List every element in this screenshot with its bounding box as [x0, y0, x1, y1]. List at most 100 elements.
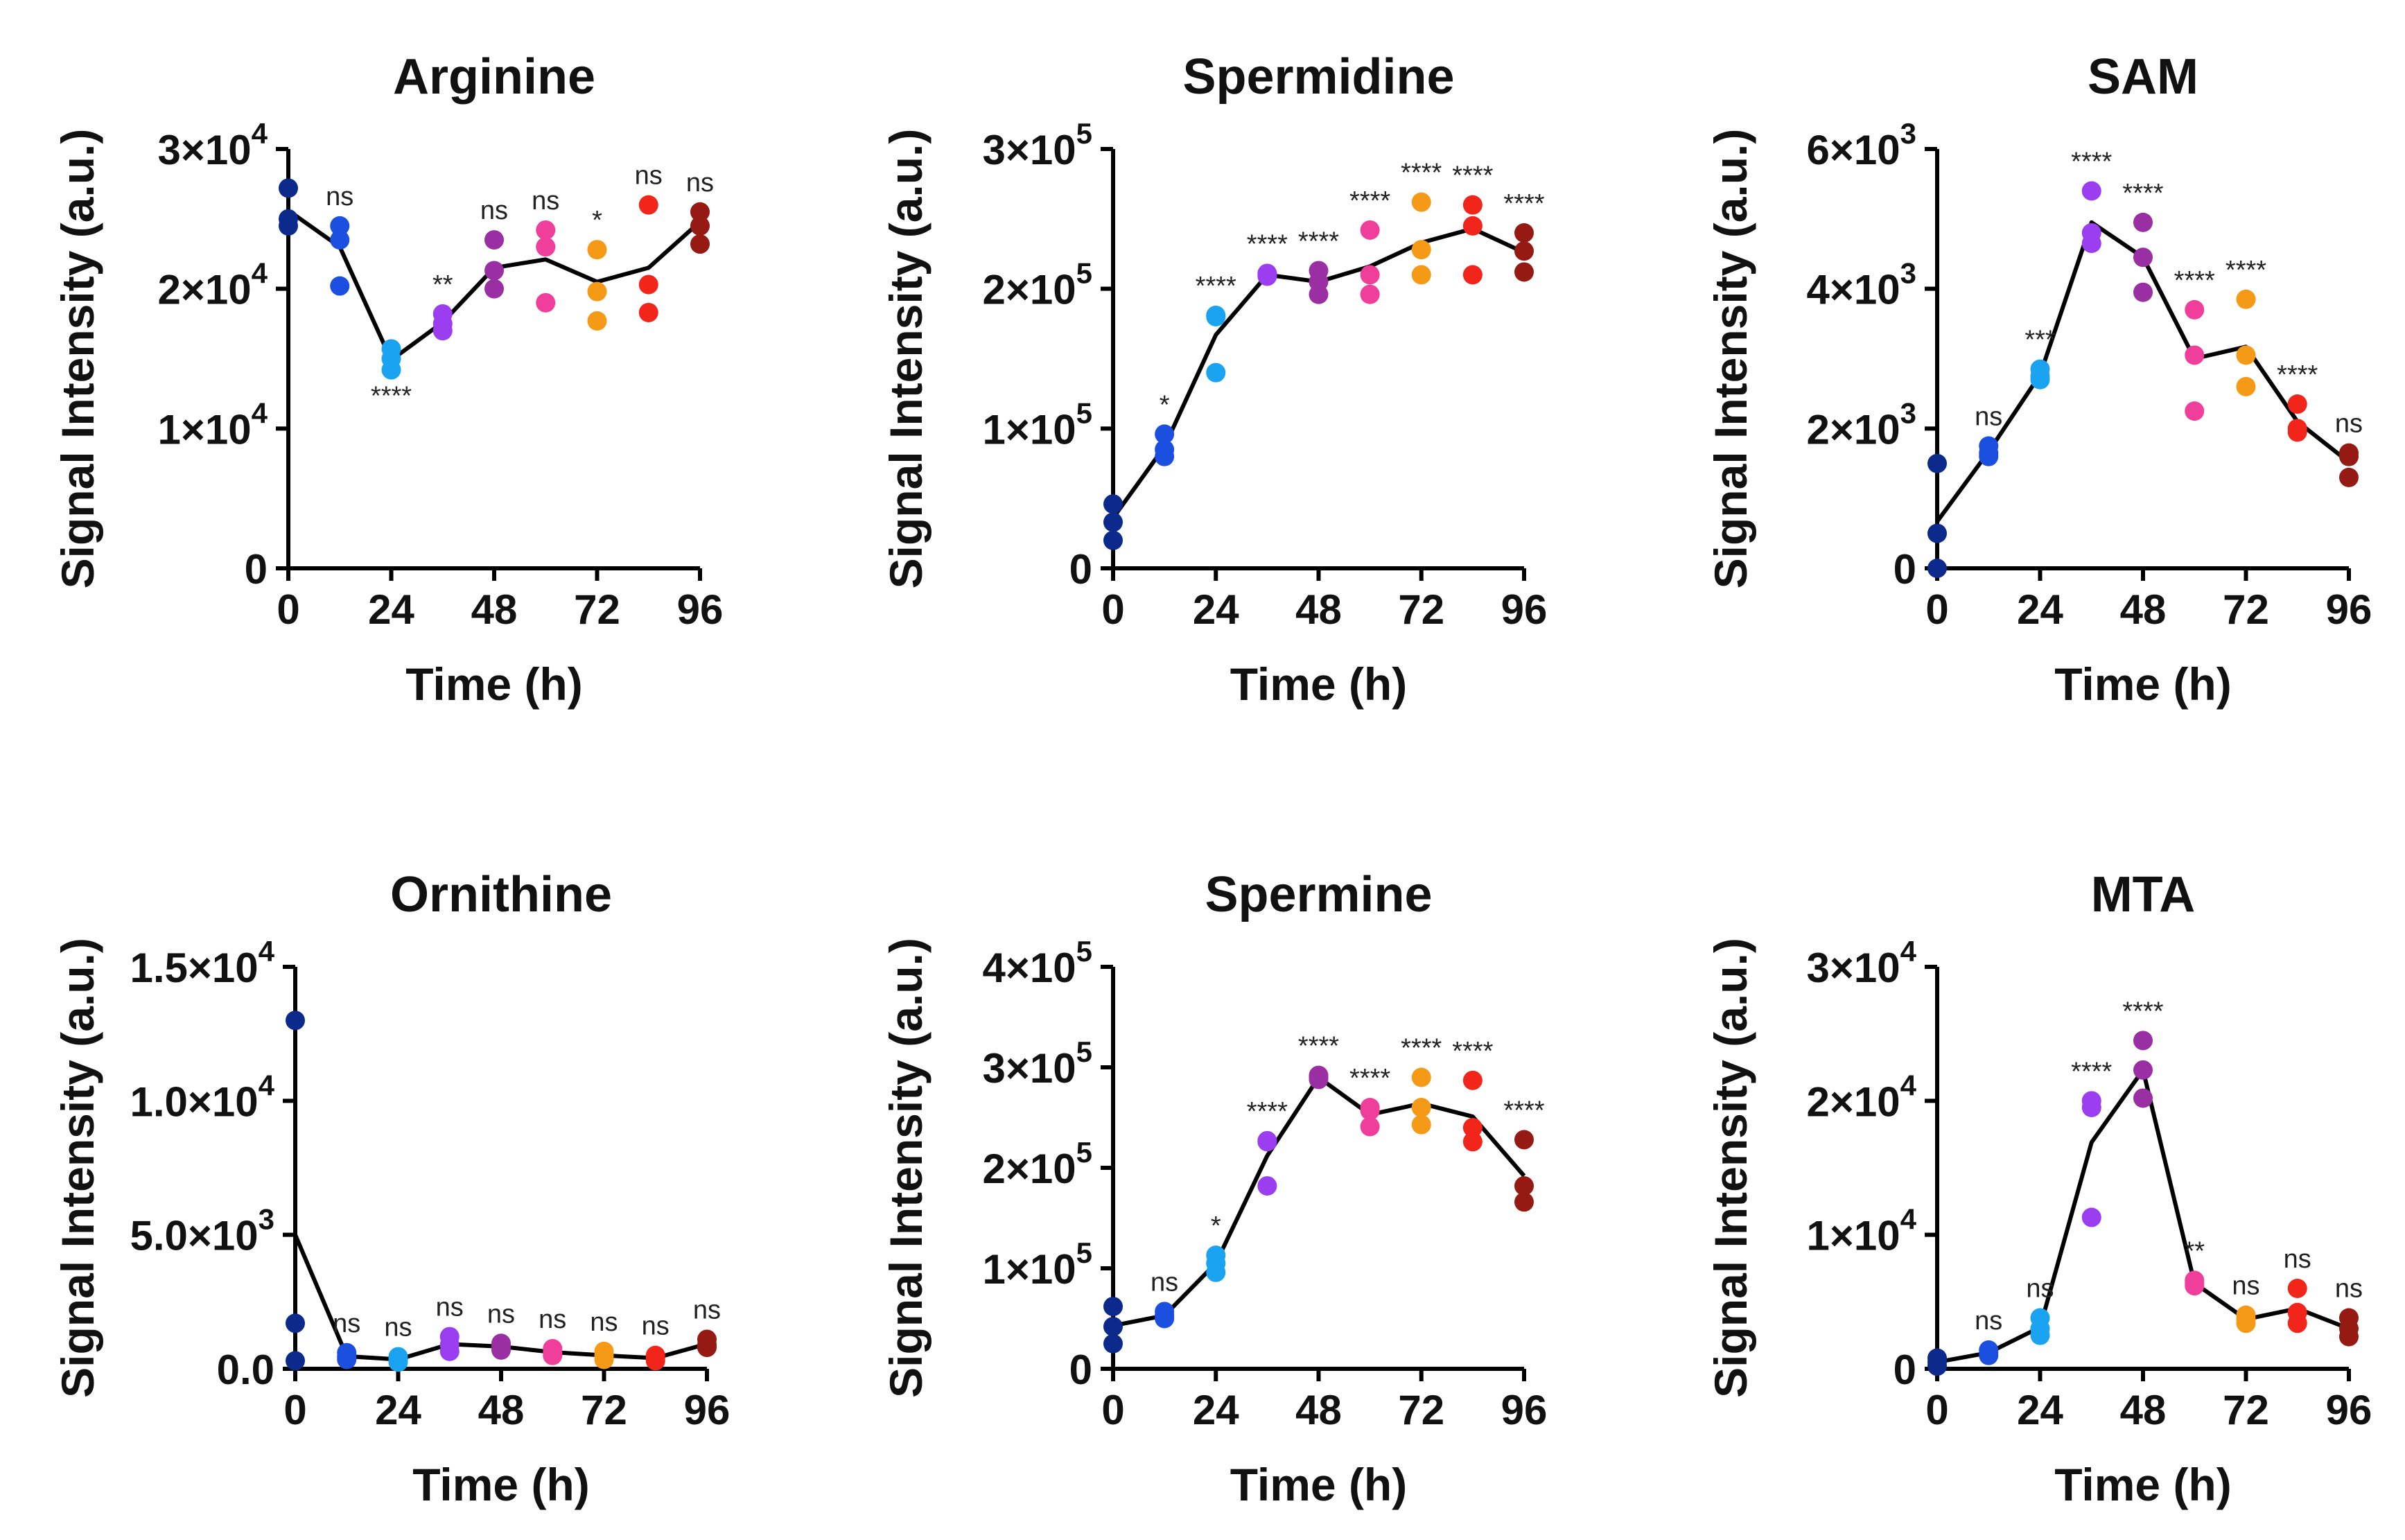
x-tick-label: 72: [581, 1387, 627, 1433]
data-point: [330, 216, 350, 236]
significance-label: ns: [487, 1300, 515, 1329]
significance-label: ns: [384, 1313, 412, 1342]
x-tick-label: 0: [283, 1387, 306, 1433]
data-point: [1103, 512, 1123, 532]
data-point: [2185, 401, 2205, 421]
y-axis-label: Signal Intensity (a.u.): [52, 938, 103, 1398]
data-point: [2081, 234, 2101, 254]
significance-label: ****: [1298, 1032, 1339, 1061]
x-tick-label: 96: [2326, 586, 2372, 633]
data-point: [279, 216, 298, 236]
data-point: [1155, 446, 1175, 466]
significance-label: ns: [2335, 1275, 2363, 1304]
significance-label: ****: [1452, 1037, 1493, 1066]
panel-ornithine: Ornithine 0.0 5.0×103 1.0×104 1.5×104 0 24 48 72…: [52, 867, 730, 1510]
data-point: [1103, 530, 1123, 550]
significance-label: ****: [1247, 1097, 1288, 1126]
data-point: [1514, 262, 1534, 282]
data-point: [543, 1345, 563, 1365]
data-point: [638, 302, 658, 322]
panel-title: Ornithine: [390, 867, 612, 922]
data-point: [1103, 1333, 1123, 1354]
data-point: [1257, 266, 1277, 286]
significance-label: ****: [1349, 186, 1390, 216]
data-point: [1514, 223, 1534, 243]
significance-label: **: [2184, 1236, 2205, 1266]
x-tick-label: 96: [684, 1387, 731, 1433]
panel-title: Spermidine: [1182, 49, 1454, 105]
data-point: [1103, 1297, 1123, 1317]
y-tick-label: 0.0: [217, 1347, 274, 1393]
data-point: [286, 1010, 305, 1031]
data-point: [337, 1349, 357, 1370]
panel-mta: MTA 0 1×104 2×104 3×104 0 24 48 72 96 Time (h) Sign…: [1705, 867, 2372, 1510]
data-point: [286, 1313, 305, 1333]
data-point: [690, 234, 710, 254]
significance-label: ns: [480, 196, 508, 225]
data-point: [536, 292, 556, 313]
significance-label: ****: [1401, 1034, 1442, 1063]
panel-title: SAM: [2088, 49, 2198, 105]
data-point: [1360, 265, 1380, 285]
data-point: [1206, 307, 1226, 326]
x-tick-label: 24: [368, 586, 414, 633]
data-point: [536, 237, 556, 257]
data-point: [1411, 240, 1431, 260]
data-point: [2236, 289, 2256, 309]
significance-label: ns: [539, 1305, 566, 1334]
panel-title: Spermine: [1205, 867, 1432, 922]
data-point: [1155, 424, 1175, 444]
x-tick-label: 72: [1398, 586, 1444, 633]
y-axis-label: Signal Intensity (a.u.): [880, 938, 932, 1398]
y-tick-label: 0: [1069, 1347, 1092, 1393]
data-point: [2236, 376, 2256, 396]
x-tick-label: 24: [2017, 586, 2063, 633]
y-tick-label: 1×104: [157, 396, 268, 453]
data-point: [1360, 1117, 1380, 1137]
data-point: [2185, 1276, 2205, 1296]
y-tick-label: 1×105: [982, 1236, 1092, 1293]
significance-label: ns: [635, 161, 663, 191]
data-point: [587, 311, 607, 331]
significance-label: *: [592, 206, 602, 235]
data-point: [1979, 1345, 1999, 1365]
significance-label: ns: [1151, 1268, 1178, 1297]
y-tick-label: 0: [1069, 546, 1092, 593]
data-point: [1360, 220, 1380, 240]
y-tick-label: 2×105: [982, 257, 1092, 313]
data-point: [2287, 1313, 2307, 1333]
y-tick-label: 0: [1894, 546, 1916, 593]
x-tick-label: 48: [1295, 586, 1342, 633]
y-tick-label: 3×105: [982, 117, 1092, 173]
data-point: [2030, 369, 2050, 390]
y-tick-label: 2×103: [1806, 396, 1916, 453]
data-point: [2236, 1313, 2256, 1333]
data-point: [286, 1351, 305, 1371]
data-point: [1462, 1132, 1483, 1152]
y-tick-label: 2×104: [1806, 1069, 1916, 1125]
significance-label: ***: [2024, 326, 2056, 355]
panel-arginine: Arginine 0 1×104 2×104 3×104 0 24 48 72 96 Time (h…: [52, 49, 723, 710]
data-point: [2339, 446, 2359, 466]
significance-label: ****: [2277, 360, 2318, 390]
y-tick-label: 1×105: [982, 396, 1092, 453]
significance-label: ns: [2026, 1275, 2054, 1304]
significance-label: *: [1211, 1211, 1221, 1241]
data-point: [690, 202, 710, 222]
significance-label: ****: [1247, 229, 1288, 259]
x-tick-label: 96: [2326, 1387, 2372, 1433]
y-axis-label: Signal Intensity (a.u.): [52, 129, 103, 589]
x-tick-label: 0: [1101, 1387, 1124, 1433]
significance-label: ns: [2335, 410, 2363, 439]
data-point: [1411, 1098, 1431, 1117]
data-point: [594, 1349, 614, 1370]
y-tick-label: 1.5×104: [130, 935, 274, 991]
panel-title: Arginine: [393, 49, 595, 105]
data-point: [2030, 1325, 2050, 1345]
panel-sam: SAM 0 2×103 4×103 6×103 0 24 48 72 96 Time (h) Sign…: [1705, 49, 2372, 710]
panel-spermidine: Spermidine 0 1×105 2×105 3×105 0 24 48 72 96 Time …: [880, 49, 1547, 710]
data-point: [1514, 1192, 1534, 1212]
x-tick-label: 72: [574, 586, 620, 633]
significance-label: ns: [642, 1312, 670, 1341]
x-tick-label: 96: [1501, 1387, 1548, 1433]
